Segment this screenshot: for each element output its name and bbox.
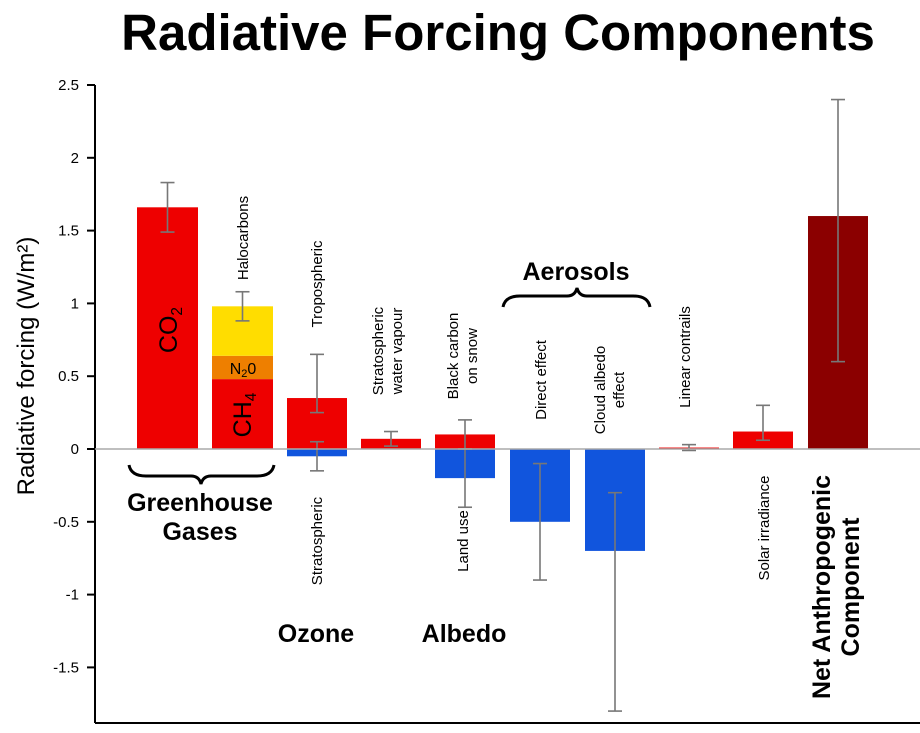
y-tick-label: -0.5 xyxy=(53,514,79,531)
bar xyxy=(137,207,198,449)
y-axis-label: Radiative forcing (W/m²) xyxy=(13,237,40,496)
ozone-label: Ozone xyxy=(278,620,354,648)
chart-title: Radiative Forcing Components xyxy=(121,4,875,61)
black-carbon-label-1: Black carbon xyxy=(445,313,462,400)
co2-label-sub: 2 xyxy=(169,307,186,316)
ch4-label-sub: 4 xyxy=(243,392,260,401)
linear-contrails-label: Linear contrails xyxy=(677,306,694,408)
tropospheric-label: Tropospheric xyxy=(309,240,326,327)
co2-label-main: CO xyxy=(155,316,183,354)
solar-irradiance-label: Solar irradiance xyxy=(756,475,773,580)
bar xyxy=(212,379,273,449)
aerosols-brace xyxy=(501,287,652,308)
aerosols-label: Aerosols xyxy=(523,258,630,286)
y-tick-label: -1 xyxy=(66,587,79,604)
greenhouse-brace xyxy=(127,464,276,485)
net-anthropogenic-label-1: Net Anthropogenic xyxy=(808,475,836,699)
cloud-albedo-label-1: Cloud albedo xyxy=(592,346,609,434)
land-use-label: Land use xyxy=(455,510,472,572)
strat-wv-label-1: Stratospheric xyxy=(370,306,387,395)
cloud-albedo-label-2: effect xyxy=(611,371,628,408)
y-tick-label: 1 xyxy=(71,295,79,312)
direct-effect-label: Direct effect xyxy=(533,339,550,420)
stratospheric-label: Stratospheric xyxy=(309,496,326,585)
y-tick-label: 2.5 xyxy=(58,77,79,94)
albedo-label: Albedo xyxy=(422,620,507,648)
y-tick-label: -1.5 xyxy=(53,659,79,676)
y-tick-label: 1.5 xyxy=(58,223,79,240)
y-tick-label: 2 xyxy=(71,150,79,167)
n2o-main: N xyxy=(230,361,242,378)
bar xyxy=(212,355,273,380)
co2-label: CO2 xyxy=(155,307,186,353)
n2o-sub: 2 xyxy=(241,368,247,380)
halocarbons-label: Halocarbons xyxy=(235,196,252,280)
error-bars-layer xyxy=(160,98,845,712)
n2o-end: 0 xyxy=(247,361,256,378)
y-axis: 2.5 2 1.5 1 0.5 0 -0.5 -1 -1.5 xyxy=(53,77,920,724)
n2o-label: N20 xyxy=(230,361,257,380)
strat-wv-label-2: water vapour xyxy=(389,308,406,396)
ch4-label-main: CH xyxy=(229,401,257,437)
labels-layer: CO2CH4N20HalocarbonsTroposphericStratosp… xyxy=(127,196,865,699)
greenhouse-label-1: Greenhouse xyxy=(127,489,273,517)
y-tick-label: 0 xyxy=(71,441,79,458)
black-carbon-label-2: on snow xyxy=(464,328,481,384)
greenhouse-label-2: Gases xyxy=(162,518,237,546)
ch4-label: CH4 xyxy=(229,392,260,437)
y-tick-label: 0.5 xyxy=(58,368,79,385)
net-anthropogenic-label-2: Component xyxy=(837,517,865,657)
